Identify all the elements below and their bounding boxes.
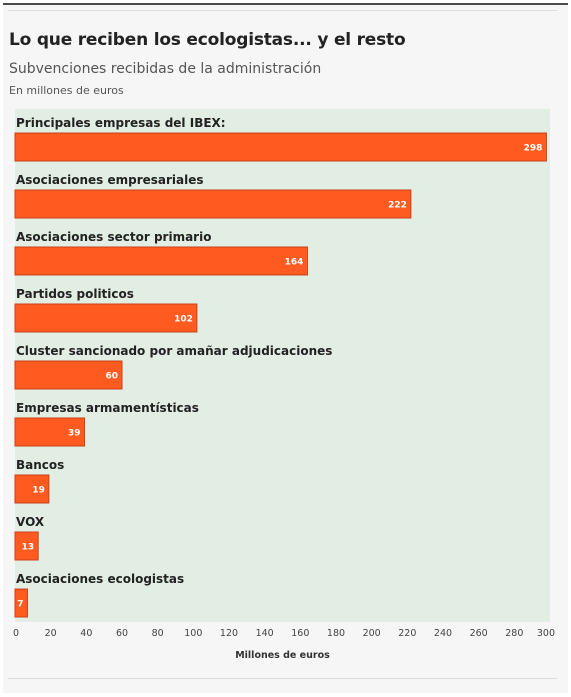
x-tick-label: 40 [80,628,92,639]
x-tick-label: 80 [152,628,164,639]
category-label: Asociaciones ecologistas [16,572,184,586]
x-tick-label: 240 [434,628,452,639]
category-label: Asociaciones empresariales [16,173,204,187]
chart-subtitle: Subvenciones recibidas de la administrac… [9,61,322,77]
category-label: Bancos [16,458,64,472]
value-label: 39 [68,429,81,439]
x-axis-title: Millones de euros [235,650,330,661]
x-tick-label: 140 [256,628,274,639]
category-label: Principales empresas del IBEX: [16,116,226,130]
bar [14,360,123,390]
bar [14,246,308,276]
x-tick-label: 180 [327,628,345,639]
top-divider [8,10,557,11]
chart-title: Lo que reciben los ecologistas... y el r… [9,30,406,50]
value-label: 60 [105,372,118,382]
bar [14,132,547,162]
value-label: 222 [388,201,407,211]
category-label: Asociaciones sector primario [16,230,211,244]
category-label: VOX [16,515,45,529]
value-label: 19 [32,486,45,496]
bar [14,531,39,561]
x-tick-label: 280 [505,628,523,639]
category-label: Partidos politicos [16,287,134,301]
bar [14,189,412,219]
bottom-divider [8,678,557,679]
x-tick-label: 100 [184,628,202,639]
value-label: 13 [22,543,35,553]
chart-units-note: En millones de euros [9,84,124,97]
x-tick-label: 220 [398,628,416,639]
category-label: Cluster sancionado por amañar adjudicaci… [16,344,332,358]
x-tick-label: 160 [291,628,309,639]
bar [14,588,28,618]
x-tick-label: 20 [45,628,57,639]
value-label: 164 [285,258,304,268]
x-tick-label: 0 [13,628,19,639]
x-tick-label: 60 [116,628,128,639]
bar [14,474,50,504]
category-label: Empresas armamentísticas [16,401,199,415]
x-tick-label: 300 [537,628,555,639]
value-label: 298 [524,144,543,154]
bar [14,417,86,447]
value-label: 102 [174,315,193,325]
x-tick-label: 200 [363,628,381,639]
value-label: 7 [17,600,23,610]
x-tick-label: 260 [470,628,488,639]
x-tick-label: 120 [220,628,238,639]
bar [14,303,198,333]
